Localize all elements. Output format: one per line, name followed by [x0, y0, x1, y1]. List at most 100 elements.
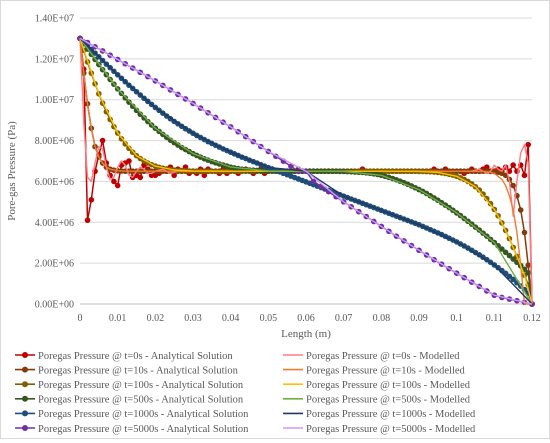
data-point [506, 273, 513, 280]
data-point [129, 103, 136, 110]
data-point [525, 262, 532, 268]
data-point [517, 207, 524, 213]
legend-label: Poregas Pressure @ t=5000s - Analytical … [38, 424, 249, 435]
legend-marker [22, 381, 28, 388]
x-tick-label: 0.12 [523, 313, 541, 324]
data-point [111, 178, 117, 185]
y-tick-labels: 0.00E+00 2.00E+06 4.00E+06 6.00E+06 8.00E+06… [35, 14, 74, 311]
legend-marker [22, 425, 28, 431]
data-point [137, 111, 144, 118]
legend: Poregas Pressure @ t=0s - Analytical Sol… [15, 351, 476, 435]
data-point [310, 178, 317, 185]
data-point [521, 172, 528, 179]
legend-item-modelled-t100: Poregas Pressure @ t=100s - Modelled [283, 380, 471, 391]
data-point [484, 195, 490, 202]
data-point [133, 107, 140, 114]
x-tick-labels: 0 0.01 0.02 0.03 0.04 0.05 0.06 0.07 0.08 0.09 0.1… [78, 313, 541, 324]
data-point [137, 174, 144, 181]
data-point [480, 191, 486, 197]
legend-label: Poregas Pressure @ t=500s - Modelled [306, 395, 471, 406]
data-point [506, 252, 513, 259]
x-tick-label: 0.09 [410, 313, 428, 324]
y-tick-label: 1.00E+07 [35, 95, 74, 106]
data-point [510, 182, 516, 189]
legend-item-analytical-t100: Poregas Pressure @ t=100s - Analytical S… [15, 380, 244, 391]
data-point [510, 162, 516, 168]
data-point [114, 182, 121, 189]
legend-label: Poregas Pressure @ t=0s - Modelled [306, 351, 460, 362]
data-point [201, 172, 208, 179]
data-point [126, 145, 132, 152]
legend-item-analytical-t5000: Poregas Pressure @ t=5000s - Analytical … [15, 424, 249, 435]
y-tick-label: 6.00E+06 [35, 177, 74, 188]
x-tick-label: 0.04 [222, 313, 240, 324]
series-modelled-t100 [79, 38, 533, 305]
data-point [141, 115, 147, 121]
plot-area [77, 35, 535, 307]
y-tick-label: 2.00E+06 [35, 259, 74, 270]
series-modelled-t5000 [79, 37, 533, 305]
legend-label: Poregas Pressure @ t=100s - Analytical S… [38, 380, 244, 391]
data-point [84, 217, 91, 224]
legend-item-modelled-t500: Poregas Pressure @ t=500s - Modelled [283, 395, 471, 406]
x-tick-label: 0.07 [335, 313, 353, 324]
gridlines [80, 17, 532, 264]
legend-item-analytical-t10: Poregas Pressure @ t=10s - Analytical So… [15, 365, 239, 376]
data-point [525, 141, 532, 148]
legend-item-modelled-t1000: Poregas Pressure @ t=1000s - Modelled [283, 409, 476, 420]
x-tick-label: 0.01 [109, 313, 127, 324]
data-point [126, 99, 132, 105]
x-tick-label: 0.02 [147, 313, 165, 324]
legend-item-analytical-t500: Poregas Pressure @ t=500s - Analytical S… [15, 395, 244, 406]
data-point [171, 172, 177, 179]
x-tick-label: 0.06 [297, 313, 315, 324]
legend-marker [22, 395, 28, 402]
data-point [499, 246, 505, 252]
legend-label: Poregas Pressure @ t=1000s - Analytical … [38, 409, 249, 420]
legend-label: Poregas Pressure @ t=10s - Analytical So… [38, 365, 239, 376]
data-point [99, 137, 106, 144]
legend-item-analytical-t0: Poregas Pressure @ t=0s - Analytical Sol… [15, 351, 233, 362]
legend-item-analytical-t1000: Poregas Pressure @ t=1000s - Analytical … [15, 409, 249, 420]
legend-marker [22, 352, 28, 358]
legend-label: Poregas Pressure @ t=1000s - Modelled [306, 409, 476, 420]
legend-label: Poregas Pressure @ t=5000s - Modelled [306, 424, 476, 435]
y-tick-label: 1.40E+07 [35, 14, 74, 25]
series-line [79, 38, 533, 305]
y-tick-label: 8.00E+06 [35, 136, 74, 147]
x-tick-label: 0.1 [450, 313, 463, 324]
y-tick-label: 4.00E+06 [35, 218, 74, 229]
y-tick-label: 0.00E+00 [35, 300, 74, 311]
x-tick-label: 0.08 [373, 313, 391, 324]
legend-marker [22, 366, 28, 373]
data-point [525, 269, 532, 276]
legend-item-modelled-t5000: Poregas Pressure @ t=5000s - Modelled [283, 424, 476, 435]
legend-label: Poregas Pressure @ t=100s - Modelled [306, 380, 471, 391]
data-point [510, 276, 516, 283]
data-point [288, 163, 294, 170]
legend-item-modelled-t10: Poregas Pressure @ t=10s - Modelled [283, 365, 466, 376]
data-point [122, 141, 128, 147]
data-point [122, 95, 128, 101]
x-tick-label: 0.11 [486, 313, 503, 324]
data-point [126, 158, 132, 164]
x-tick-label: 0 [78, 313, 83, 324]
x-axis-title: Length (m) [281, 328, 331, 340]
data-point [521, 229, 528, 236]
legend-label: Poregas Pressure @ t=10s - Modelled [306, 365, 466, 376]
legend-label: Poregas Pressure @ t=500s - Analytical S… [38, 395, 244, 406]
data-point [510, 256, 516, 262]
y-axis-title: Pore-gas Pressure (Pa) [6, 121, 18, 221]
legend-marker [22, 410, 28, 417]
legend-label: Poregas Pressure @ t=0s - Analytical Sol… [38, 351, 233, 362]
series-line [79, 37, 533, 305]
legend-item-modelled-t0: Poregas Pressure @ t=0s - Modelled [283, 351, 460, 362]
x-tick-label: 0.03 [184, 313, 202, 324]
data-point [88, 197, 95, 203]
data-point [484, 164, 490, 170]
x-tick-label: 0.05 [260, 313, 278, 324]
y-tick-label: 1.20E+07 [35, 54, 74, 65]
data-point [502, 249, 509, 256]
